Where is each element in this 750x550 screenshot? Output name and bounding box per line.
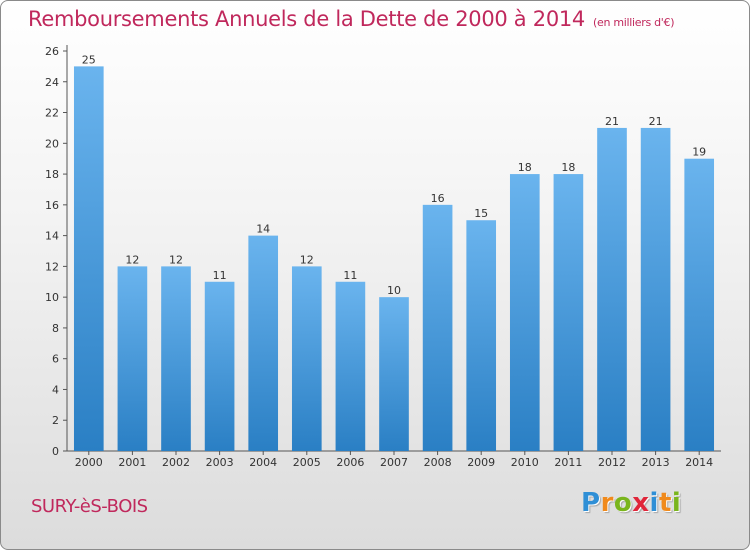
- data-label: 15: [474, 207, 488, 220]
- x-tick-label: 2004: [249, 456, 277, 469]
- logo-letter: P: [581, 488, 601, 518]
- y-tick-label: 10: [45, 291, 59, 304]
- logo-letter: i: [649, 488, 659, 518]
- x-tick-label: 2011: [554, 456, 582, 469]
- data-label: 12: [169, 253, 183, 266]
- x-tick-label: 2002: [162, 456, 190, 469]
- data-label: 11: [343, 269, 357, 282]
- y-tick-label: 16: [45, 199, 59, 212]
- x-tick-label: 2006: [336, 456, 364, 469]
- proxiti-logo: Proxiti: [581, 488, 681, 518]
- y-tick-label: 26: [45, 45, 59, 58]
- y-tick-label: 0: [52, 445, 59, 458]
- y-tick-label: 12: [45, 260, 59, 273]
- data-label: 16: [431, 192, 445, 205]
- bar-2005: [291, 266, 322, 451]
- x-tick-label: 2001: [118, 456, 146, 469]
- bar-2007: [379, 297, 409, 451]
- bar-2013: [640, 127, 671, 451]
- logo-letter: r: [600, 488, 614, 518]
- y-tick-label: 22: [45, 107, 59, 120]
- data-label: 21: [649, 115, 663, 128]
- y-tick-label: 4: [52, 383, 59, 396]
- y-tick-label: 2: [52, 414, 59, 427]
- x-tick-label: 2005: [293, 456, 321, 469]
- x-tick-label: 2008: [424, 456, 452, 469]
- y-tick-label: 6: [52, 353, 59, 366]
- x-tick-label: 2003: [206, 456, 234, 469]
- y-tick-label: 14: [45, 230, 59, 243]
- data-label: 19: [692, 146, 706, 159]
- x-tick-label: 2007: [380, 456, 408, 469]
- chart-subtitle: (en milliers d'€): [593, 16, 675, 29]
- bar-2003: [204, 281, 235, 451]
- bar-2000: [73, 66, 104, 451]
- bar-2001: [117, 266, 148, 451]
- logo-letter: i: [671, 488, 682, 518]
- data-label: 21: [605, 115, 619, 128]
- x-tick-label: 2009: [467, 456, 495, 469]
- data-label: 14: [256, 223, 270, 236]
- bar-2014: [684, 158, 715, 451]
- x-tick-label: 2014: [685, 456, 713, 469]
- logo-letter: o: [613, 488, 633, 518]
- bar-2004: [248, 235, 279, 451]
- data-label: 12: [300, 253, 314, 266]
- bar-2002: [161, 266, 191, 451]
- y-tick-label: 8: [52, 322, 59, 335]
- data-label: 18: [561, 161, 575, 174]
- title-text: Remboursements Annuels de la Dette de 20…: [28, 7, 585, 31]
- data-label: 18: [518, 161, 532, 174]
- y-tick-label: 20: [45, 137, 59, 150]
- data-label: 10: [387, 284, 401, 297]
- bar-2011: [553, 174, 584, 452]
- x-tick-label: 2012: [598, 456, 626, 469]
- y-tick-label: 24: [45, 76, 59, 89]
- city-name: SURY-èS-BOIS: [31, 496, 148, 517]
- x-tick-label: 2013: [642, 456, 670, 469]
- x-tick-label: 2000: [75, 456, 103, 469]
- bar-2008: [422, 204, 453, 451]
- bar-2009: [466, 220, 497, 451]
- x-tick-label: 2010: [511, 456, 539, 469]
- bar-2010: [509, 174, 540, 452]
- y-tick-label: 18: [45, 168, 59, 181]
- bar-2012: [597, 127, 627, 451]
- data-label: 11: [213, 269, 227, 282]
- logo-letter: x: [632, 488, 650, 518]
- logo-letter: t: [658, 488, 672, 518]
- data-label: 12: [125, 253, 139, 266]
- data-label: 25: [82, 53, 96, 66]
- chart-title: Remboursements Annuels de la Dette de 20…: [28, 7, 674, 31]
- bar-2006: [335, 281, 366, 451]
